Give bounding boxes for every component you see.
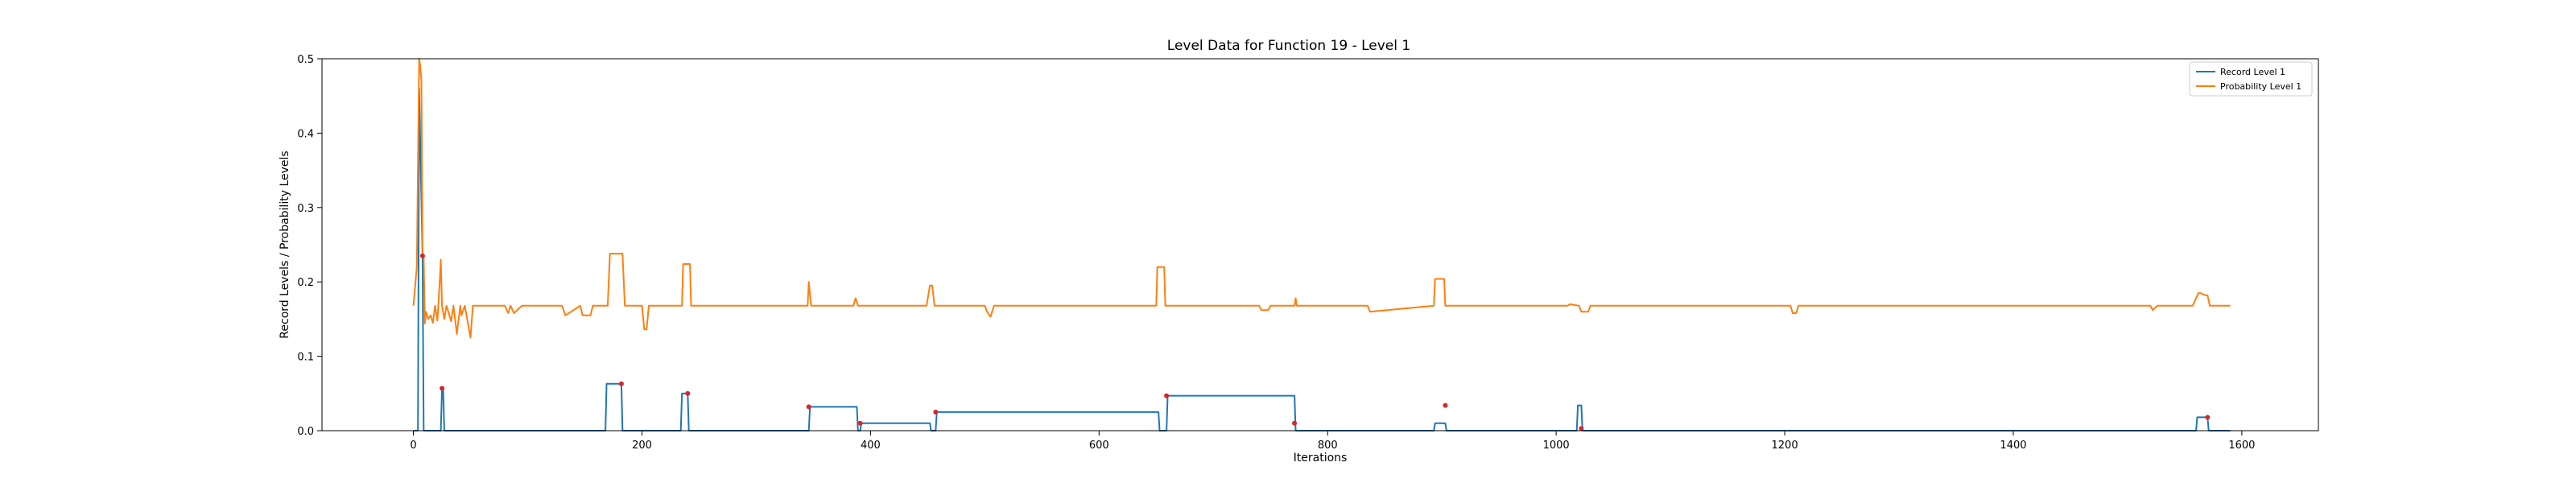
record-marker (857, 420, 863, 426)
chart-title: Level Data for Function 19 - Level 1 (1167, 38, 1410, 54)
series-layer (412, 58, 2231, 431)
record-marker (806, 404, 811, 410)
x-tick-label: 600 (1089, 440, 1109, 452)
y-tick-label: 0.4 (297, 128, 314, 140)
marker-layer (419, 253, 2211, 431)
record-marker (440, 386, 445, 391)
legend-box (2189, 61, 2313, 97)
x-axis-label: Iterations (1294, 452, 1348, 464)
x-tick-label: 0 (410, 440, 416, 452)
record-marker (1443, 402, 1448, 408)
series-line-probability-level (412, 58, 2231, 339)
y-tick-label: 0.0 (297, 426, 314, 438)
y-axis-label: Record Levels / Probability Levels (279, 151, 291, 338)
record-marker (933, 409, 939, 415)
y-tick-label: 0.3 (297, 203, 314, 215)
x-tick-label: 1200 (1772, 440, 1798, 452)
y-tick-label: 0.5 (297, 54, 314, 66)
y-tick-label: 0.1 (297, 352, 314, 364)
x-tick-label: 800 (1318, 440, 1338, 452)
x-tick-label: 1600 (2228, 440, 2255, 452)
y-axis: 0.0 0.1 0.2 0.3 0.4 0.5 (297, 54, 322, 438)
record-marker (2205, 415, 2211, 420)
legend: Record Level 1 Probability Level 1 (2189, 61, 2313, 97)
x-tick-label: 400 (861, 440, 881, 452)
record-marker (1292, 420, 1298, 426)
legend-label-probability-level: Probability Level 1 (2220, 81, 2301, 92)
record-marker (618, 381, 624, 386)
legend-label-record-level: Record Level 1 (2220, 67, 2285, 77)
record-marker (685, 390, 691, 396)
record-marker (1579, 426, 1584, 431)
y-tick-label: 0.2 (297, 277, 314, 289)
x-tick-label: 1400 (2000, 440, 2026, 452)
record-marker (419, 253, 425, 258)
x-tick-label: 200 (632, 440, 652, 452)
series-line-record-level (413, 88, 2231, 431)
record-marker (1164, 393, 1170, 398)
x-tick-label: 1000 (1543, 440, 1570, 452)
plot-area: 0.0 0.1 0.2 0.3 0.4 0.5 0 200 400 600 800 1000 1200… (297, 54, 2319, 452)
x-axis: 0 200 400 600 800 1000 1200 1400 1600 (410, 431, 2255, 452)
axes-frame (321, 58, 2319, 431)
